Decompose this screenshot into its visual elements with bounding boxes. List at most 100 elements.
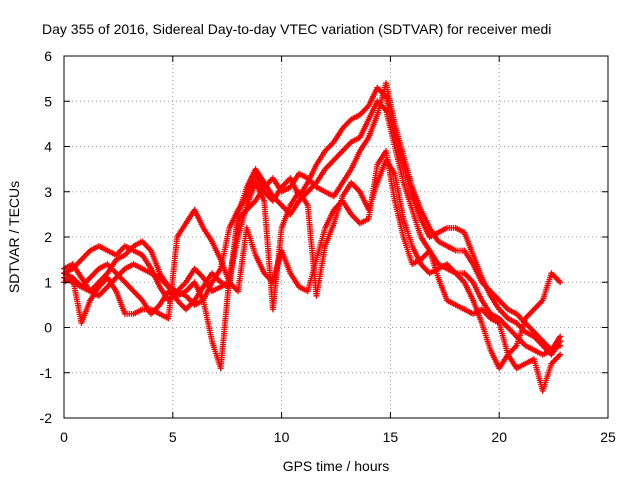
y-tick-label: -1 bbox=[40, 365, 53, 381]
data-point bbox=[532, 348, 536, 352]
data-point bbox=[384, 81, 388, 85]
data-point bbox=[332, 222, 335, 225]
data-point bbox=[219, 267, 222, 270]
data-point bbox=[402, 235, 405, 239]
data-point bbox=[463, 281, 466, 284]
y-tick-label: -2 bbox=[40, 410, 53, 426]
data-point bbox=[141, 299, 144, 302]
data-point bbox=[541, 299, 544, 302]
data-point bbox=[341, 127, 344, 130]
data-point bbox=[428, 272, 431, 275]
data-point bbox=[498, 299, 501, 302]
data-point bbox=[176, 290, 179, 293]
x-axis-title: GPS time / hours bbox=[283, 458, 390, 474]
data-point bbox=[480, 321, 483, 325]
data-point bbox=[306, 181, 309, 184]
data-point bbox=[550, 348, 553, 352]
data-point bbox=[558, 344, 562, 347]
data-point bbox=[471, 281, 475, 284]
data-point bbox=[193, 303, 196, 307]
data-point bbox=[245, 186, 248, 189]
data-point bbox=[106, 272, 109, 275]
data-point bbox=[184, 294, 188, 297]
data-point bbox=[480, 308, 483, 311]
data-point bbox=[367, 104, 370, 108]
data-point bbox=[297, 190, 301, 193]
data-point bbox=[332, 158, 335, 162]
data-point bbox=[193, 208, 196, 212]
data-point bbox=[132, 262, 135, 266]
data-point bbox=[384, 149, 388, 153]
data-point bbox=[489, 294, 492, 297]
data-point bbox=[176, 235, 179, 239]
data-point bbox=[106, 249, 109, 252]
data-point bbox=[210, 272, 214, 275]
data-point bbox=[149, 267, 153, 270]
y-tick-label: 1 bbox=[44, 274, 52, 290]
data-point bbox=[106, 285, 109, 288]
data-point bbox=[454, 303, 457, 307]
data-point bbox=[550, 353, 553, 356]
data-point bbox=[454, 226, 457, 230]
data-point bbox=[428, 226, 431, 230]
y-tick-label: 3 bbox=[44, 184, 52, 200]
data-point bbox=[306, 290, 309, 293]
x-tick-label: 10 bbox=[274, 429, 290, 445]
data-point bbox=[341, 181, 344, 184]
data-point bbox=[71, 262, 74, 266]
data-point bbox=[176, 294, 179, 297]
data-point bbox=[210, 339, 214, 343]
data-point bbox=[97, 285, 101, 288]
data-point bbox=[193, 299, 196, 302]
data-point bbox=[193, 267, 196, 270]
data-point bbox=[428, 235, 431, 239]
y-tick-label: 5 bbox=[44, 93, 52, 109]
data-point bbox=[411, 186, 414, 189]
data-point bbox=[115, 258, 118, 261]
data-point bbox=[184, 222, 188, 225]
data-point bbox=[445, 226, 449, 230]
data-point bbox=[289, 272, 292, 275]
data-point bbox=[271, 308, 275, 311]
data-point bbox=[280, 204, 283, 207]
data-point bbox=[419, 235, 423, 239]
data-point bbox=[358, 190, 362, 193]
data-point bbox=[341, 149, 344, 153]
data-point bbox=[471, 312, 475, 316]
data-point bbox=[228, 276, 231, 279]
data-point bbox=[97, 267, 101, 270]
data-point bbox=[263, 181, 266, 184]
data-point bbox=[245, 204, 248, 207]
data-point bbox=[158, 272, 161, 275]
data-point bbox=[411, 244, 414, 248]
data-point bbox=[498, 317, 501, 320]
data-point bbox=[71, 276, 74, 279]
data-point bbox=[489, 317, 492, 320]
data-point bbox=[332, 140, 335, 144]
data-point bbox=[132, 244, 135, 248]
data-point bbox=[437, 267, 440, 270]
data-point bbox=[202, 285, 205, 288]
data-point bbox=[350, 213, 353, 216]
data-point bbox=[219, 258, 222, 261]
data-point bbox=[393, 172, 396, 175]
data-point bbox=[323, 167, 327, 171]
data-point bbox=[80, 258, 83, 261]
data-point bbox=[506, 308, 510, 311]
data-point bbox=[115, 276, 118, 279]
data-point bbox=[463, 249, 466, 252]
data-point bbox=[280, 226, 283, 230]
data-point bbox=[80, 276, 83, 279]
data-point bbox=[532, 335, 536, 338]
data-point bbox=[80, 285, 83, 288]
data-point bbox=[358, 136, 362, 139]
data-point bbox=[350, 181, 353, 184]
data-point bbox=[323, 244, 327, 248]
data-point bbox=[254, 199, 257, 202]
data-point bbox=[402, 217, 405, 221]
data-point bbox=[88, 249, 92, 252]
data-point bbox=[376, 113, 379, 117]
data-point bbox=[445, 299, 449, 302]
data-point bbox=[489, 312, 492, 316]
data-point bbox=[532, 358, 536, 361]
